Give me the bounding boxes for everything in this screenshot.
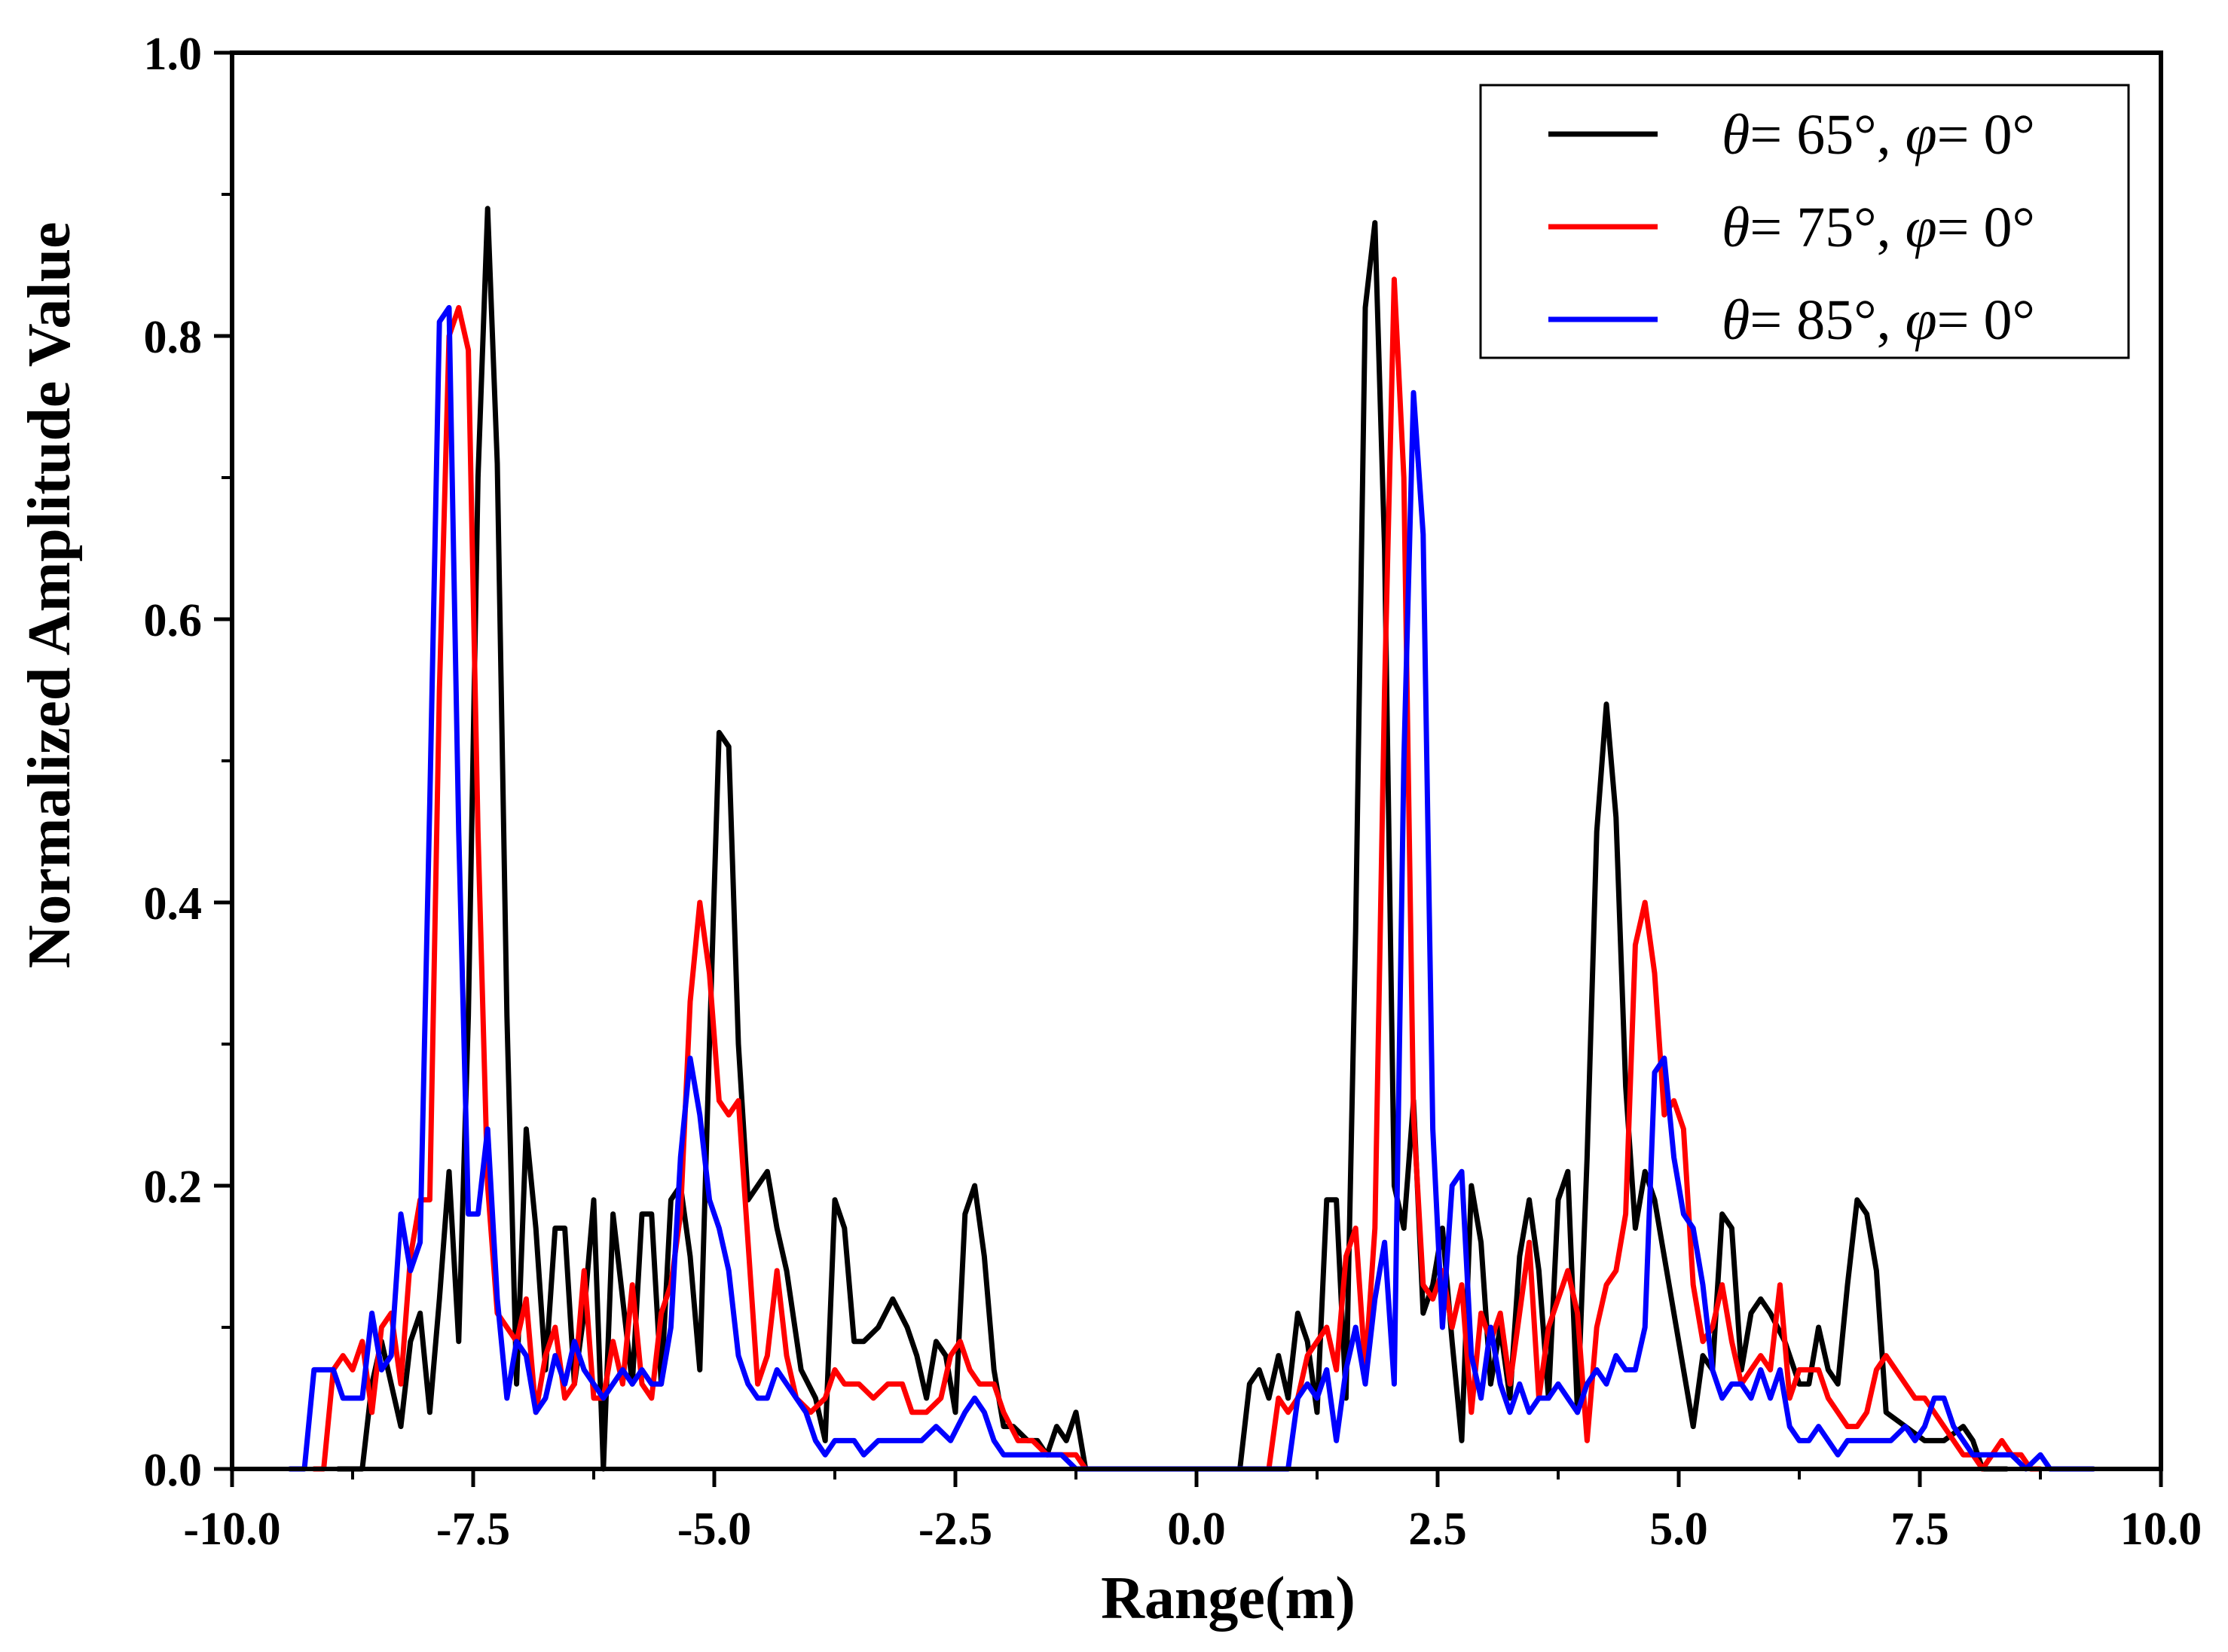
x-tick-label: -5.0 bbox=[677, 1504, 751, 1555]
legend-label-3: θ= 85°, φ= 0° bbox=[1722, 289, 2035, 352]
y-tick-label: 0.6 bbox=[144, 595, 203, 646]
legend-label-1: θ= 65°, φ= 0° bbox=[1722, 103, 2035, 166]
x-tick-label: -2.5 bbox=[918, 1504, 992, 1555]
legend-box bbox=[1479, 84, 2130, 359]
legend-label-2: θ= 75°, φ= 0° bbox=[1722, 196, 2035, 259]
x-tick-label: 7.5 bbox=[1890, 1504, 1949, 1555]
x-tick-label: 10.0 bbox=[2120, 1504, 2202, 1555]
y-tick-label: 0.0 bbox=[144, 1445, 203, 1496]
tick-label-layer: -10.0 -7.5 -5.0 -2.5 0.0 2.5 5.0 7.5 10.0 0.0 0.2 0… bbox=[144, 29, 2202, 1555]
x-tick-label: 0.0 bbox=[1167, 1504, 1226, 1555]
y-tick-label: 0.2 bbox=[144, 1162, 203, 1213]
x-tick-label: -7.5 bbox=[436, 1504, 510, 1555]
x-tick-label: 2.5 bbox=[1408, 1504, 1467, 1555]
y-tick-label: 1.0 bbox=[144, 29, 203, 80]
legend: θ= 65°, φ= 0° θ= 75°, φ= 0° θ= 85°, φ= 0° bbox=[1479, 84, 2130, 359]
x-tick-label: -10.0 bbox=[183, 1504, 280, 1555]
y-tick-label: 0.8 bbox=[144, 312, 203, 363]
series-line-2 bbox=[311, 276, 2043, 1472]
y-axis-title: Normalized Amplitude Value bbox=[17, 221, 83, 968]
x-tick-label: 5.0 bbox=[1649, 1504, 1708, 1555]
y-tick-label: 0.4 bbox=[144, 878, 203, 930]
plot-frame bbox=[230, 50, 2163, 1471]
x-axis-title: Range(m) bbox=[1101, 1565, 1355, 1632]
